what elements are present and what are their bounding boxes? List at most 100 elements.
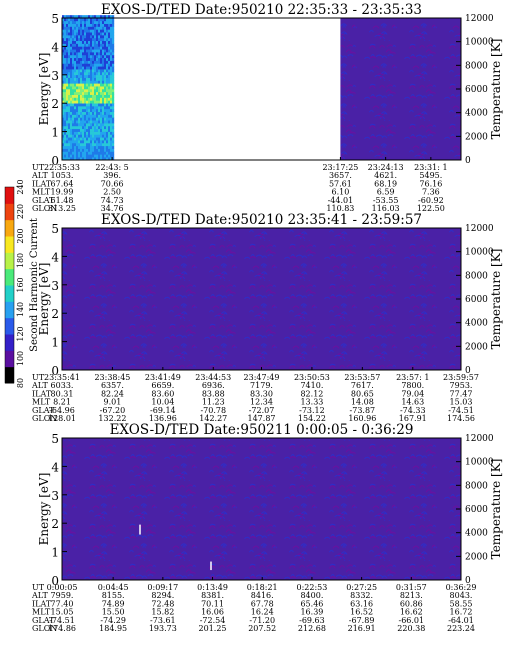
heatmap-cell [104,46,107,50]
colorbar-segment [5,285,14,302]
heatmap-cell [90,63,93,67]
heatmap-cell [74,123,77,127]
heatmap-cell [100,91,103,95]
heatmap-cell [84,83,87,87]
heatmap-cell [62,97,65,101]
heatmap-cell [80,120,83,124]
heatmap-cell [64,63,67,67]
heatmap-cell [66,71,69,76]
heatmap-cell [98,49,101,53]
heatmap-cell [88,86,91,90]
heatmap-cell [64,134,67,138]
heatmap-cell [76,131,79,135]
heatmap-cell [100,125,103,130]
heatmap-cell [68,154,71,158]
heatmap-cell [68,114,71,118]
heatmap-cell [68,106,71,110]
y-right-tick-label: 10000 [465,458,494,468]
heatmap-cell [92,117,95,121]
heatmap-cell [92,125,95,130]
heatmap-cell [82,46,85,50]
heatmap-cell [94,49,97,53]
heatmap-cell [86,35,89,39]
heatmap-cell [104,125,107,130]
heatmap-cell [68,134,71,138]
heatmap-cell [102,111,105,115]
heatmap-cell [108,111,111,115]
heatmap-cell [72,145,75,149]
heatmap-cell [94,40,97,44]
heatmap-cell [64,54,67,59]
heatmap-cell [74,63,77,67]
heatmap-cell [88,108,91,113]
colorbar-tick-label: 120 [16,326,25,341]
table-row-label: ILAT [32,599,52,608]
heatmap-cell [72,97,75,101]
heatmap-cell [90,37,93,42]
heatmap-cell [80,142,83,147]
heatmap-cell [72,111,75,115]
heatmap-cell [90,20,93,24]
heatmap-cell [108,140,111,144]
heatmap-cell [108,86,111,90]
heatmap-cell [94,145,97,149]
table-cell: 22:35:33 [44,163,80,172]
heatmap-cell [80,43,83,47]
heatmap-cell [62,111,65,115]
heatmap-cell [80,60,83,64]
heatmap-cell [62,142,65,147]
panel-title: EXOS-D/TED Date:950211 0:00:05 - 0:36:29 [110,422,414,438]
heatmap-cell [94,20,97,24]
heatmap-cell [82,29,85,33]
heatmap-cell [74,94,77,98]
heatmap-cell [104,80,107,84]
heatmap-cell [96,23,99,27]
heatmap-cell [68,80,71,84]
heatmap-cell [94,74,97,78]
heatmap-cell [104,157,107,161]
heatmap-cell [100,157,103,161]
table-cell: 147.87 [248,414,276,423]
heatmap-cell [76,20,79,24]
heatmap-background [62,228,461,370]
heatmap-cell [82,142,85,147]
heatmap-cell [78,43,81,47]
heatmap-cell [86,94,89,98]
heatmap-cell [70,20,73,24]
table-cell: 116.03 [372,204,400,213]
y-right-tick-label: 2000 [465,132,488,142]
table-row-label: ALT [31,171,48,180]
table-cell: 0:36:29 [446,583,477,592]
heatmap-cell [94,97,97,101]
heatmap-cell [62,40,65,44]
heatmap-cell [98,140,101,144]
heatmap-cell [100,29,103,33]
heatmap-cell [82,117,85,121]
heatmap-cell [102,40,105,44]
heatmap-cell [106,69,109,73]
heatmap-cell [100,20,103,24]
heatmap-cell [80,100,83,104]
heatmap-cell [76,114,79,118]
heatmap-cell [104,89,107,93]
heatmap-cell [102,103,105,107]
heatmap-cell [74,26,77,30]
heatmap-cell [74,151,77,155]
heatmap-cell [70,134,73,138]
heatmap-cell [62,63,65,67]
heatmap-cell [82,97,85,101]
table-cell: 83.30 [250,389,273,398]
heatmap-cell [82,100,85,104]
heatmap-cell [76,60,79,64]
heatmap-cell [66,137,69,141]
heatmap-cell [102,140,105,144]
heatmap-cell [98,15,101,19]
heatmap-cell [110,32,113,36]
heatmap-cell [80,131,83,135]
heatmap-cell [72,83,75,87]
heatmap-cell [82,114,85,118]
heatmap-cell [62,52,65,56]
heatmap-cell [98,26,101,30]
heatmap-cell [62,15,65,19]
heatmap-cell [78,111,81,115]
